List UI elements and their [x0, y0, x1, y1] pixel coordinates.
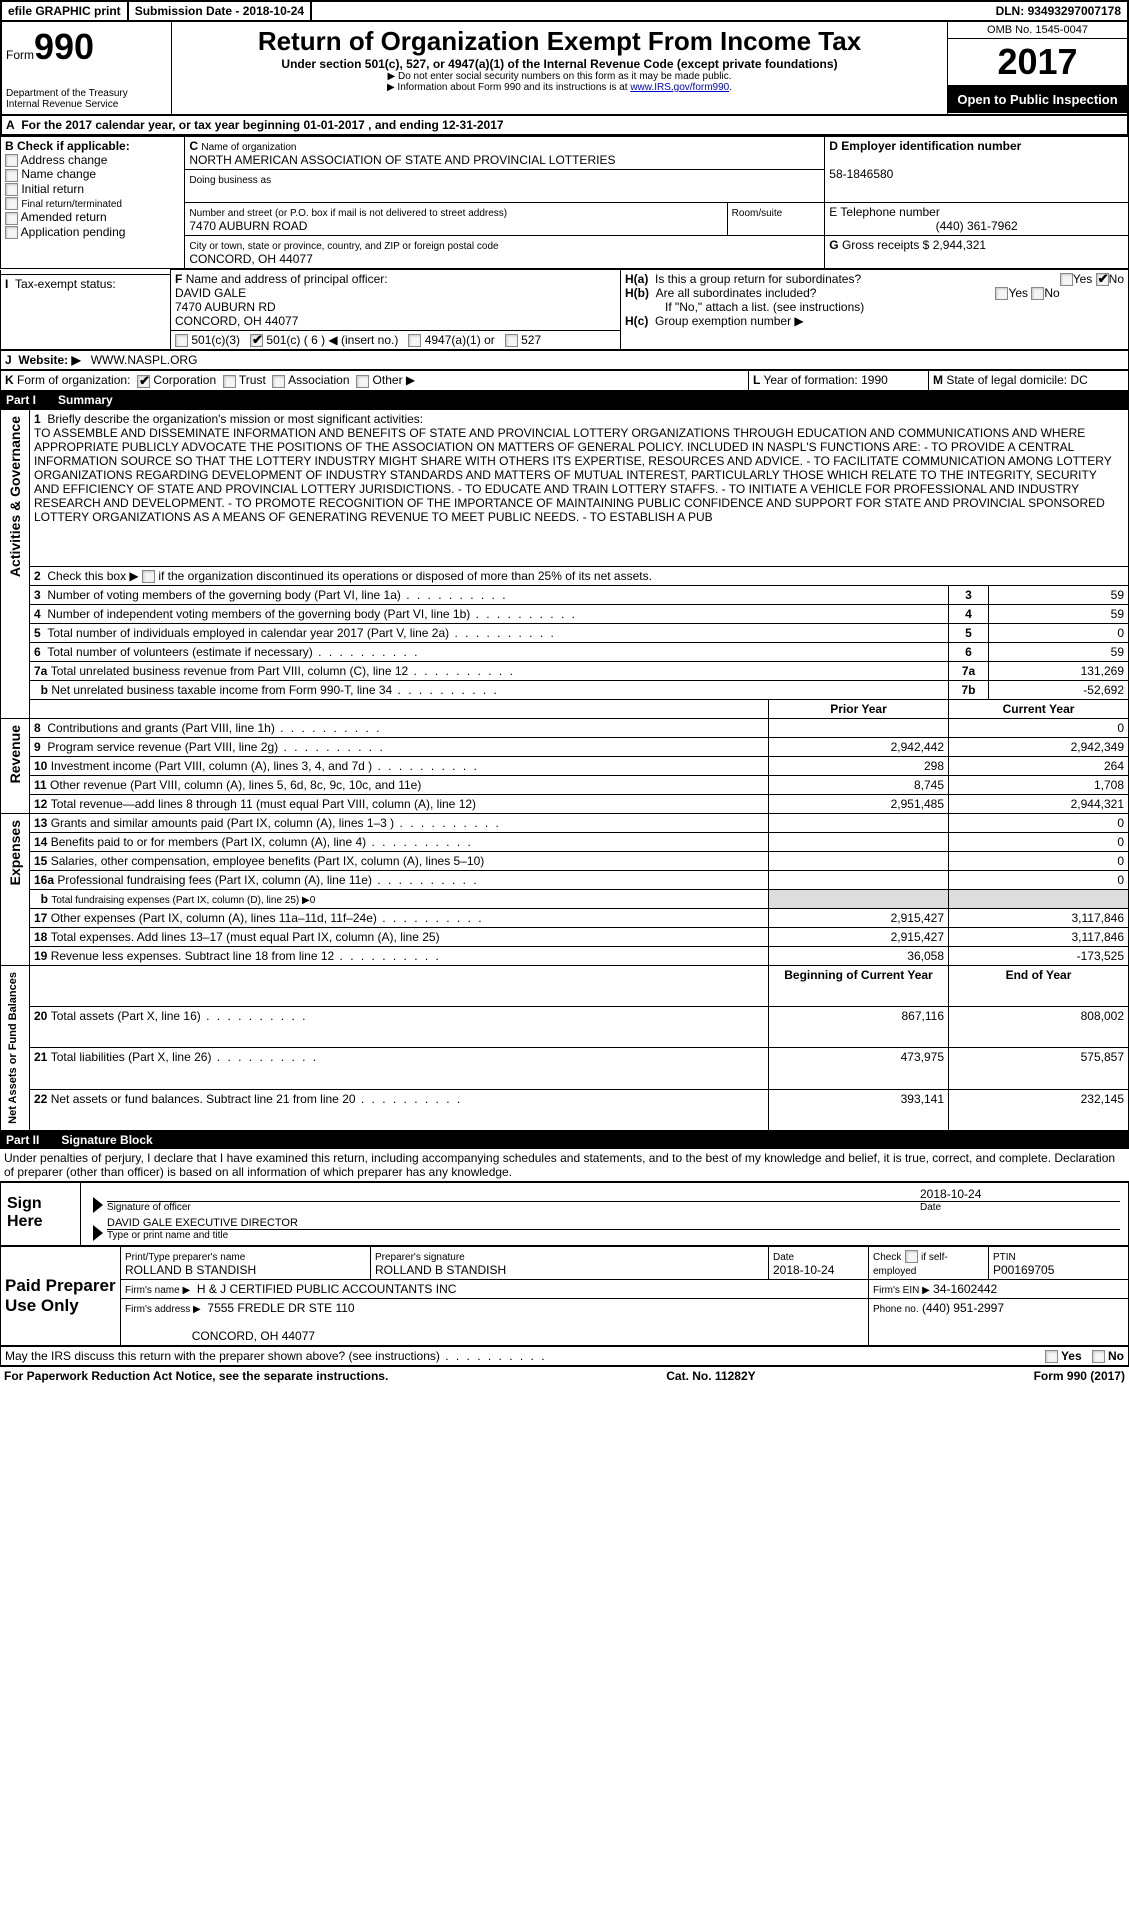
- discuss-row: May the IRS discuss this return with the…: [0, 1346, 1129, 1366]
- check-amended-return[interactable]: [5, 212, 18, 225]
- form-subtitle: Under section 501(c), 527, or 4947(a)(1)…: [180, 57, 939, 71]
- paid-preparer-block: Paid Preparer Use Only Print/Type prepar…: [0, 1246, 1129, 1346]
- sign-here-block: Sign Here 2018-10-24 Signature of office…: [0, 1181, 1129, 1246]
- irs-link[interactable]: www.IRS.gov/form990: [630, 82, 729, 93]
- check-discuss-yes[interactable]: [1045, 1350, 1058, 1363]
- dln: DLN: 93493297007178: [990, 2, 1127, 20]
- mission-text: TO ASSEMBLE AND DISSEMINATE INFORMATION …: [34, 426, 1112, 524]
- check-name-change[interactable]: [5, 169, 18, 182]
- officer-name: DAVID GALE: [175, 286, 246, 300]
- check-501c[interactable]: [250, 334, 263, 347]
- open-to-public: Open to Public Inspection: [948, 86, 1127, 113]
- perjury-statement: Under penalties of perjury, I declare th…: [0, 1149, 1129, 1181]
- arrow-icon: [93, 1225, 103, 1241]
- part-i-header: Part I Summary: [0, 391, 1129, 409]
- footer: For Paperwork Reduction Act Notice, see …: [0, 1366, 1129, 1385]
- section-netassets: Net Assets or Fund Balances: [5, 968, 21, 1128]
- line-7a: 7a Total unrelated business revenue from…: [1, 661, 1129, 680]
- website-row: J Website: ▶ WWW.NASPL.ORG: [0, 350, 1129, 370]
- check-other[interactable]: [356, 375, 369, 388]
- ein-value: 58-1846580: [829, 167, 893, 181]
- org-address: 7470 AUBURN ROAD: [189, 219, 307, 233]
- check-trust[interactable]: [223, 375, 236, 388]
- check-application-pending[interactable]: [5, 226, 18, 239]
- line-5: 5 Total number of individuals employed i…: [1, 623, 1129, 642]
- section-activities: Activities & Governance: [5, 412, 25, 581]
- summary-table: Activities & Governance 1 Briefly descri…: [0, 409, 1129, 1131]
- note-ssn: Do not enter social security numbers on …: [180, 71, 939, 82]
- check-hb-no[interactable]: [1031, 287, 1044, 300]
- section-expenses: Expenses: [5, 816, 25, 889]
- check-corporation[interactable]: [137, 375, 150, 388]
- header-info-table: B Check if applicable: Address change Na…: [0, 136, 1129, 269]
- check-ha-no[interactable]: [1096, 273, 1109, 286]
- check-final-return[interactable]: [5, 197, 18, 210]
- check-ha-yes[interactable]: [1060, 273, 1073, 286]
- check-hb-yes[interactable]: [995, 287, 1008, 300]
- check-initial-return[interactable]: [5, 183, 18, 196]
- note-info: Information about Form 990 and its instr…: [180, 82, 939, 93]
- submission-date: Submission Date - 2018-10-24: [129, 2, 312, 20]
- check-discuss-no[interactable]: [1092, 1350, 1105, 1363]
- org-city: CONCORD, OH 44077: [189, 252, 312, 266]
- check-discontinued[interactable]: [142, 570, 155, 583]
- org-name: NORTH AMERICAN ASSOCIATION OF STATE AND …: [189, 153, 615, 167]
- section-revenue: Revenue: [5, 721, 25, 787]
- form-number: Form990: [6, 26, 167, 68]
- row-a-tax-year: A For the 2017 calendar year, or tax yea…: [0, 115, 1129, 136]
- check-self-employed[interactable]: [905, 1250, 918, 1263]
- phone-value: (440) 361-7962: [829, 219, 1124, 233]
- line-6: 6 Total number of volunteers (estimate i…: [1, 642, 1129, 661]
- officer-signed-name: DAVID GALE EXECUTIVE DIRECTOR: [107, 1217, 1120, 1230]
- line-4: 4 Number of independent voting members o…: [1, 604, 1129, 623]
- org-form-row: K Form of organization: Corporation Trus…: [0, 370, 1129, 390]
- check-4947[interactable]: [408, 334, 421, 347]
- line-3: 3 Number of voting members of the govern…: [1, 585, 1129, 604]
- arrow-icon: [93, 1197, 103, 1213]
- check-501c3[interactable]: [175, 334, 188, 347]
- efile-label: efile GRAPHIC print: [2, 2, 129, 20]
- line-7b: b Net unrelated business taxable income …: [1, 680, 1129, 699]
- omb-number: OMB No. 1545-0047: [948, 22, 1127, 39]
- officer-group-table: F Name and address of principal officer:…: [0, 269, 1129, 350]
- check-527[interactable]: [505, 334, 518, 347]
- irs-label: Internal Revenue Service: [6, 99, 167, 110]
- website-value: WWW.NASPL.ORG: [91, 353, 198, 367]
- tax-year: 2017: [948, 39, 1127, 86]
- part-ii-header: Part II Signature Block: [0, 1131, 1129, 1149]
- form-title: Return of Organization Exempt From Incom…: [180, 26, 939, 57]
- dept-treasury: Department of the Treasury: [6, 88, 167, 99]
- top-bar: efile GRAPHIC print Submission Date - 20…: [0, 0, 1129, 22]
- check-address-change[interactable]: [5, 154, 18, 167]
- gross-receipts: 2,944,321: [933, 238, 986, 252]
- check-association[interactable]: [272, 375, 285, 388]
- form-header: Form990 Department of the Treasury Inter…: [0, 22, 1129, 115]
